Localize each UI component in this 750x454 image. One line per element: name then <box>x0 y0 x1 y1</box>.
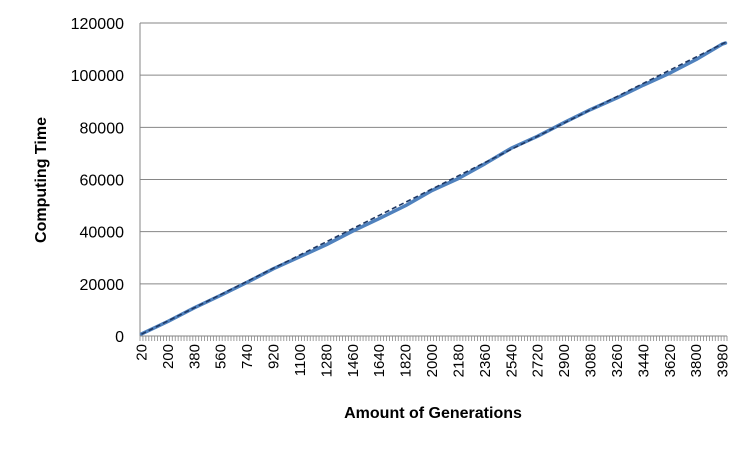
y-tick-label: 20000 <box>80 277 125 294</box>
x-tick-label: 380 <box>186 344 203 369</box>
plot-area <box>139 41 728 336</box>
x-tick-label: 20 <box>134 344 151 361</box>
x-tick-label: 3800 <box>688 344 705 377</box>
x-tick-label: 3260 <box>609 344 626 377</box>
x-tick-label: 200 <box>160 344 177 369</box>
x-tick-label: 920 <box>266 344 283 369</box>
x-tick-label: 3440 <box>635 344 652 377</box>
x-tick-label: 740 <box>239 344 256 369</box>
y-tick-label: 0 <box>115 329 124 346</box>
y-tick-label: 40000 <box>80 225 125 242</box>
trendline <box>141 41 726 335</box>
x-axis-title: Amount of Generations <box>344 405 522 422</box>
x-tick-marks <box>139 336 728 341</box>
x-tick-label: 3980 <box>715 344 732 377</box>
y-tick-label: 100000 <box>71 68 124 85</box>
y-tick-labels: 0 20000 40000 60000 80000 100000 120000 <box>71 16 124 346</box>
y-tick-label: 80000 <box>80 120 125 137</box>
axes <box>139 23 728 341</box>
x-tick-label: 1280 <box>318 344 335 377</box>
x-tick-label: 2720 <box>530 344 547 377</box>
x-tick-label: 560 <box>213 344 230 369</box>
x-tick-label: 3080 <box>583 344 600 377</box>
y-tick-label: 60000 <box>80 173 125 190</box>
x-tick-label: 1640 <box>371 344 388 377</box>
x-tick-label: 3620 <box>662 344 679 377</box>
x-tick-label: 2000 <box>424 344 441 377</box>
x-tick-label: 2900 <box>556 344 573 377</box>
x-tick-labels: 20 200 380 560 740 920 1100 1280 1460 1640 1820 200… <box>134 344 732 377</box>
x-tick-label: 2360 <box>477 344 494 377</box>
x-tick-label: 2180 <box>450 344 467 377</box>
x-tick-label: 1820 <box>398 344 415 377</box>
x-tick-label: 2540 <box>503 344 520 377</box>
x-tick-label: 1460 <box>345 344 362 377</box>
x-tick-label: 1100 <box>292 344 309 376</box>
y-axis-title: Computing Time <box>33 117 50 243</box>
gridlines <box>140 22 727 285</box>
y-tick-label: 120000 <box>71 16 124 33</box>
